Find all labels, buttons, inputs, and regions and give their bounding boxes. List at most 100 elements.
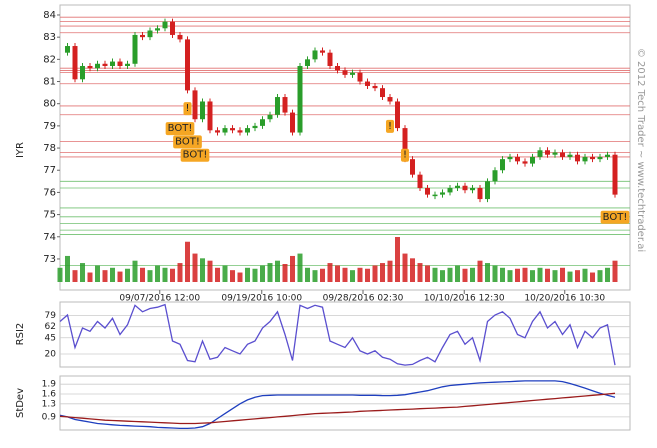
- candle: [395, 101, 400, 129]
- candle: [72, 46, 78, 80]
- volume-bar: [507, 270, 513, 282]
- candle: [327, 52, 333, 66]
- candle: [260, 119, 265, 126]
- candle: [545, 150, 550, 155]
- candle: [462, 185, 468, 191]
- candle: [200, 101, 205, 120]
- volume-bar: [350, 270, 355, 282]
- candle: [432, 194, 438, 197]
- candle: [380, 88, 385, 98]
- volume-bar: [335, 265, 340, 282]
- candle: [500, 159, 505, 171]
- x-tick-label: 10/10/2016 12:30: [424, 294, 505, 304]
- candle: [102, 63, 108, 66]
- candle: [530, 156, 535, 164]
- volume-bar: [447, 267, 453, 282]
- stdev-frame: [59, 375, 631, 431]
- y-tick-label: 79: [43, 121, 56, 132]
- candle: [342, 70, 348, 75]
- candle: [522, 161, 528, 164]
- volume-bar: [177, 263, 183, 282]
- candle: [65, 46, 70, 53]
- annotation-box: [385, 119, 395, 133]
- volume-bar: [462, 268, 468, 282]
- annotation-text: BOT!: [183, 150, 208, 161]
- candle: [597, 156, 603, 160]
- volume-bar: [560, 267, 565, 282]
- volume-bar: [455, 265, 460, 282]
- volume-bar: [132, 260, 138, 282]
- volume-bar: [305, 267, 310, 282]
- volume-bar: [57, 267, 63, 282]
- candle: [410, 159, 415, 175]
- candle: [290, 112, 295, 133]
- candle: [117, 61, 123, 66]
- y-tick-label: 62: [45, 322, 56, 332]
- volume-bar: [417, 263, 423, 282]
- annotation-text: BOT!: [175, 136, 200, 147]
- volume-bar: [312, 270, 318, 282]
- y-tick-label: 80: [43, 99, 56, 110]
- volume-bar: [110, 267, 115, 282]
- candle: [492, 170, 498, 182]
- annotation-text: !: [388, 121, 392, 132]
- volume-bar: [245, 267, 250, 282]
- volume-bar: [485, 263, 490, 282]
- candle: [560, 152, 565, 157]
- volume-bar: [87, 272, 93, 282]
- volume-bar: [215, 267, 220, 282]
- volume-bar: [500, 267, 505, 282]
- candle: [305, 59, 310, 66]
- candle: [567, 154, 573, 157]
- volume-bar: [590, 272, 595, 282]
- volume-bar: [515, 268, 520, 282]
- volume-bar: [80, 263, 85, 282]
- y-tick-label: 78: [43, 143, 56, 154]
- volume-bar: [237, 272, 243, 282]
- y-tick-label: 82: [43, 54, 56, 65]
- volume-bar: [140, 267, 145, 282]
- y-tick-label: 45: [45, 333, 56, 343]
- volume-bar: [162, 267, 168, 282]
- candle: [147, 30, 153, 38]
- candle: [222, 128, 228, 133]
- volume-bar: [432, 267, 438, 282]
- x-tick-label: 10/20/2016 10:30: [524, 294, 605, 304]
- volume-bar: [582, 268, 588, 282]
- candle: [455, 185, 460, 188]
- volume-bar: [222, 265, 228, 282]
- volume-bar: [230, 270, 235, 282]
- volume-bar: [372, 265, 378, 282]
- candle: [440, 192, 445, 195]
- y-tick-label: 1.9: [42, 380, 57, 390]
- candle: [80, 65, 85, 80]
- candle: [252, 125, 258, 129]
- series-line: [59, 380, 616, 430]
- volume-bar: [95, 265, 100, 282]
- candle: [485, 181, 490, 200]
- y-tick-label: 1.3: [42, 399, 56, 409]
- volume-bar: [185, 241, 190, 282]
- candle: [87, 65, 93, 69]
- candle: [207, 101, 213, 131]
- annotation-box: [400, 148, 410, 162]
- candle: [245, 128, 250, 133]
- volume-bar: [552, 270, 558, 282]
- y-tick-label: 74: [43, 232, 56, 243]
- volume-bar: [327, 263, 333, 282]
- y-tick-label: 77: [43, 165, 56, 176]
- candle: [425, 187, 430, 195]
- annotation-box: [165, 122, 195, 136]
- volume-bar: [425, 265, 430, 282]
- y-axis-label: RSI2: [15, 323, 26, 346]
- x-tick-label: 09/28/2016 02:30: [323, 294, 404, 304]
- candle: [357, 72, 363, 82]
- candle: [267, 114, 273, 120]
- candle: [320, 50, 325, 53]
- volume-bar: [402, 253, 408, 282]
- volume-bar: [65, 255, 70, 282]
- candle: [515, 156, 520, 162]
- candle: [335, 65, 340, 71]
- candle: [282, 97, 288, 113]
